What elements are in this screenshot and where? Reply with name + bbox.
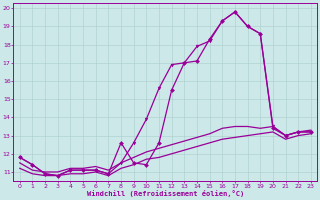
- X-axis label: Windchill (Refroidissement éolien,°C): Windchill (Refroidissement éolien,°C): [87, 190, 244, 197]
